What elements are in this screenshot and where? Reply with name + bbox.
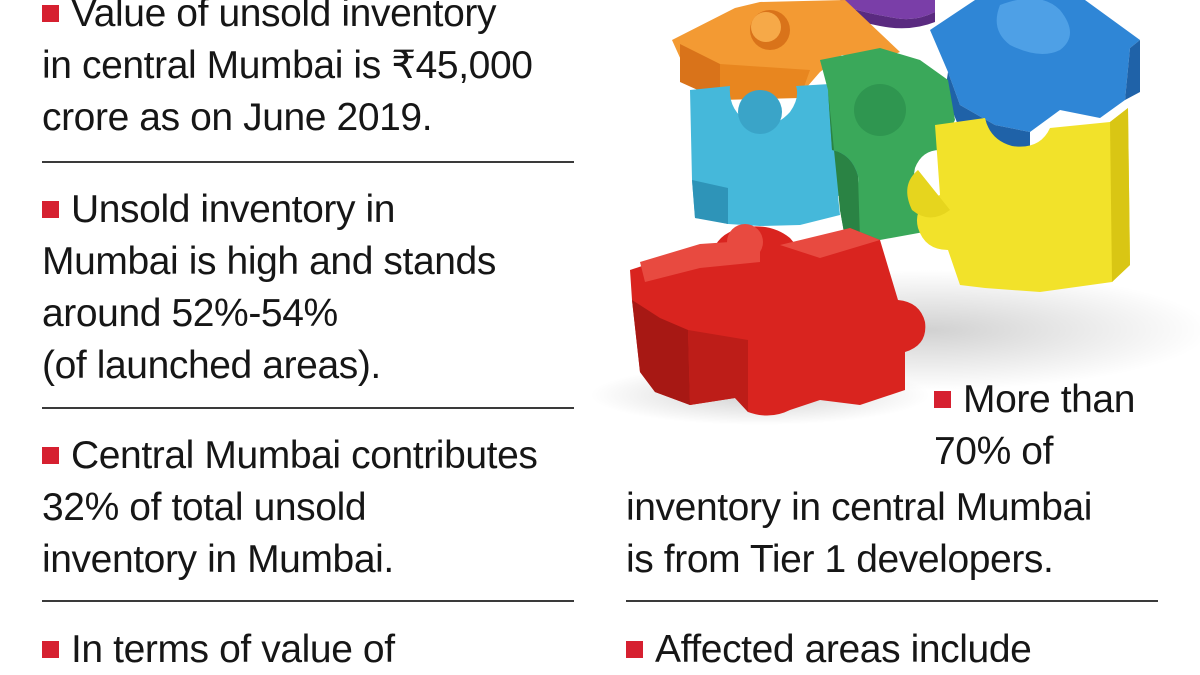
purple-puzzle-piece <box>840 0 935 29</box>
fact-tier1-share-body: inventory in central Mumbai is from Tier… <box>626 482 1092 586</box>
fact-line: inventory in Mumbai. <box>42 538 394 581</box>
fact-line: Value of unsold inventory <box>71 0 497 35</box>
bullet-icon <box>42 641 59 658</box>
bullet-icon <box>934 391 951 408</box>
divider <box>42 600 574 602</box>
bullet-icon <box>626 641 643 658</box>
blue-puzzle-piece <box>930 0 1140 150</box>
fact-line: Unsold inventory in <box>71 188 396 231</box>
fact-line: crore as on June 2019. <box>42 96 433 139</box>
fact-unsold-value: Value of unsold inventory in central Mum… <box>42 0 533 144</box>
fact-affected-areas: Affected areas include <box>626 624 1032 675</box>
fact-line: In terms of value of <box>71 628 395 671</box>
bullet-icon <box>42 5 59 22</box>
fact-line: More than <box>963 378 1135 421</box>
fact-line: around 52%-54% <box>42 292 338 335</box>
bullet-icon <box>42 201 59 218</box>
red-puzzle-piece <box>630 224 926 416</box>
fact-line: Mumbai is high and stands <box>42 240 496 283</box>
bullet-icon <box>42 447 59 464</box>
fact-tier1-share-head: More than 70% of <box>934 374 1135 478</box>
fact-line: Affected areas include <box>655 628 1032 671</box>
fact-line: 70% of <box>934 430 1054 473</box>
orange-puzzle-piece <box>672 0 900 100</box>
cyan-puzzle-piece <box>690 84 859 226</box>
fact-line: 32% of total unsold <box>42 486 367 529</box>
yellow-puzzle-piece <box>907 108 1130 292</box>
fact-central-contribution: Central Mumbai contributes 32% of total … <box>42 430 538 586</box>
fact-unsold-share: Unsold inventory in Mumbai is high and s… <box>42 184 496 392</box>
fact-line: inventory in central Mumbai <box>626 486 1093 529</box>
fact-line: in central Mumbai is ₹45,000 <box>42 44 533 87</box>
divider <box>42 161 574 163</box>
fact-line: is from Tier 1 developers. <box>626 538 1054 581</box>
green-puzzle-piece <box>820 48 955 240</box>
divider <box>626 600 1158 602</box>
fact-line: (of launched areas). <box>42 344 381 387</box>
fact-line: Central Mumbai contributes <box>71 434 538 477</box>
fact-value-terms: In terms of value of <box>42 624 395 675</box>
divider <box>42 407 574 409</box>
